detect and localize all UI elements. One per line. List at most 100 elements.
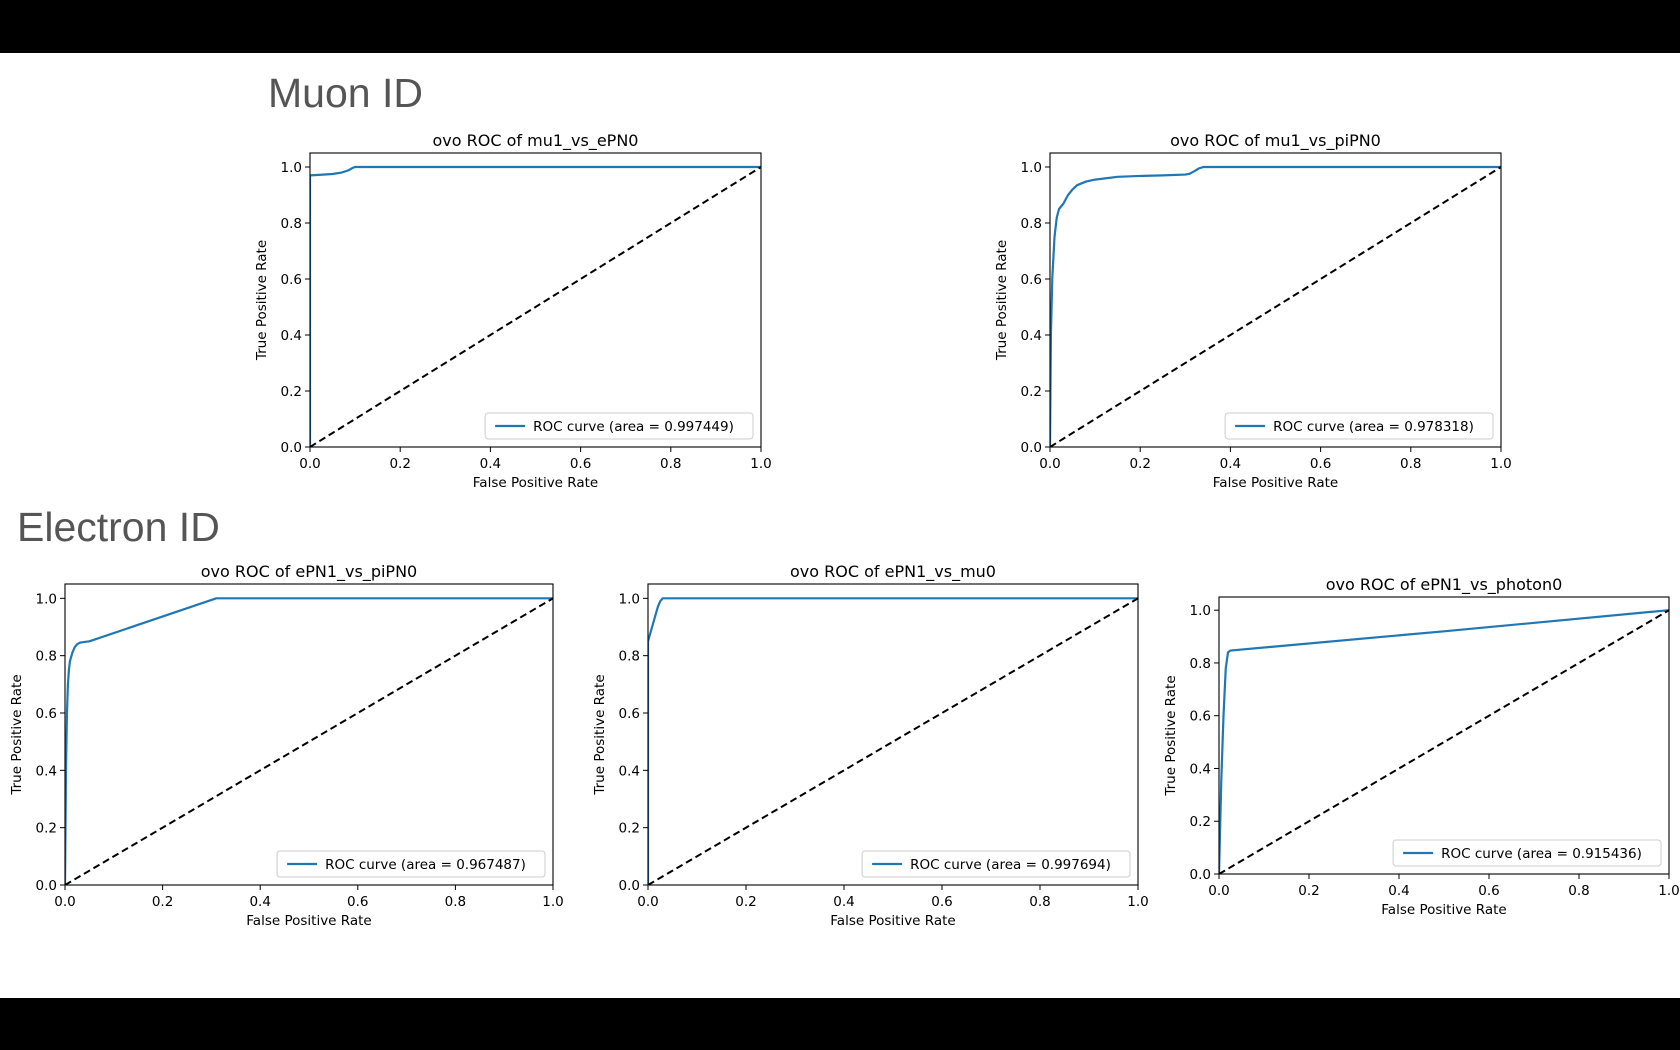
roc-chart-epn1-vs-mu0: ovo ROC of ePN1_vs_mu0 0.0 0.2 0.4 0.6 0.8 1.0… — [592, 562, 1149, 929]
y-tick-label: 0.4 — [1021, 328, 1042, 344]
y-axis-label: True Positive Rate — [1163, 675, 1179, 796]
y-tick-label: 0.0 — [1190, 867, 1211, 883]
x-tick-label: 0.0 — [637, 894, 658, 910]
y-tick-label: 0.8 — [1190, 656, 1211, 672]
x-tick-label: 0.0 — [54, 894, 75, 910]
legend-box — [861, 850, 1131, 878]
y-axis-label: True Positive Rate — [592, 674, 608, 795]
legend-label-roc-curve-area-0-967487: ROC curve (area = 0.967487) — [325, 857, 526, 873]
x-tick-label: 0.2 — [389, 456, 410, 472]
y-tick-label: 0.2 — [1021, 384, 1042, 400]
legend-label-roc-curve-area-0-997449: ROC curve (area = 0.997449) — [533, 419, 734, 435]
x-tick-label: 0.6 — [347, 894, 368, 910]
legend-label-roc-curve-area-0-997694: ROC curve (area = 0.997694) — [910, 857, 1111, 873]
legend-label-roc-curve-area-0-915436: ROC curve (area = 0.915436) — [1441, 846, 1642, 862]
slide-canvas: Muon ID Electron ID ovo ROC of mu1_vs_eP… — [0, 53, 1680, 998]
x-tick-label: 0.6 — [1478, 883, 1499, 899]
x-axis-label: False Positive Rate — [830, 913, 955, 929]
x-tick-label: 0.4 — [833, 894, 854, 910]
y-tick-label: 0.0 — [281, 440, 302, 456]
y-tick-label: 0.4 — [36, 763, 57, 779]
roc-curve-line — [1050, 165, 1501, 447]
chart-title: ovo ROC of mu1_vs_ePN0 — [433, 131, 639, 151]
y-tick-label: 1.0 — [36, 591, 57, 607]
y-tick-label: 0.4 — [281, 328, 302, 344]
x-tick-label: 1.0 — [1658, 883, 1679, 899]
y-tick-label: 0.2 — [619, 821, 640, 837]
x-tick-label: 0.0 — [1208, 883, 1229, 899]
y-tick-label: 1.0 — [1190, 603, 1211, 619]
x-tick-label: 0.4 — [249, 894, 270, 910]
plot-frame — [309, 152, 762, 448]
x-tick-label: 0.2 — [152, 894, 173, 910]
y-tick-label: 0.0 — [1021, 440, 1042, 456]
plot-frame — [1218, 596, 1670, 875]
x-tick-label: 0.6 — [570, 456, 591, 472]
x-tick-label: 0.4 — [1388, 883, 1409, 899]
electron-id-heading: Electron ID — [17, 504, 220, 550]
x-tick-label: 1.0 — [1127, 894, 1148, 910]
legend-box — [276, 850, 546, 878]
roc-curve-line — [648, 597, 1138, 885]
x-tick-label: 0.6 — [1310, 456, 1331, 472]
chart-legend: ROC curve (area = 0.997694) — [861, 850, 1131, 878]
chart-legend: ROC curve (area = 0.915436) — [1392, 839, 1662, 867]
y-tick-label: 0.6 — [619, 706, 640, 722]
legend-box — [484, 412, 754, 440]
x-tick-label: 0.4 — [480, 456, 501, 472]
x-tick-label: 0.2 — [735, 894, 756, 910]
plot-frame — [64, 583, 554, 886]
chart-legend: ROC curve (area = 0.978318) — [1224, 412, 1494, 440]
y-tick-label: 0.4 — [619, 763, 640, 779]
roc-chart-epn1-vs-photon0: ovo ROC of ePN1_vs_photon0 0.0 0.2 0.4 0.6 0.… — [1163, 575, 1680, 918]
x-axis-label: False Positive Rate — [473, 475, 598, 491]
x-tick-label: 0.8 — [445, 894, 466, 910]
legend-box — [1392, 839, 1662, 867]
roc-chart-epn1-vs-pipn0: ovo ROC of ePN1_vs_piPN0 0.0 0.2 0.4 0.6 0.8 1… — [9, 562, 564, 929]
x-tick-label: 0.8 — [1400, 456, 1421, 472]
y-tick-label: 0.2 — [36, 821, 57, 837]
roc-curve-line — [310, 165, 761, 447]
diagonal-reference-line — [1050, 166, 1501, 447]
x-tick-label: 0.2 — [1129, 456, 1150, 472]
y-tick-label: 1.0 — [281, 160, 302, 176]
x-tick-label: 0.4 — [1220, 456, 1241, 472]
y-tick-label: 0.6 — [1190, 709, 1211, 725]
chart-legend: ROC curve (area = 0.997449) — [484, 412, 754, 440]
x-tick-label: 0.8 — [660, 456, 681, 472]
diagonal-reference-line — [1219, 609, 1669, 874]
legend-label-roc-curve-area-0-978318: ROC curve (area = 0.978318) — [1273, 419, 1474, 435]
plot-frame — [647, 583, 1139, 886]
x-tick-label: 0.2 — [1298, 883, 1319, 899]
muon-id-heading: Muon ID — [268, 70, 423, 116]
diagonal-reference-line — [310, 166, 761, 447]
x-tick-label: 0.8 — [1029, 894, 1050, 910]
y-tick-label: 0.2 — [281, 384, 302, 400]
plot-frame — [1049, 152, 1502, 448]
y-tick-label: 0.6 — [281, 272, 302, 288]
y-tick-label: 1.0 — [619, 591, 640, 607]
y-tick-label: 0.8 — [36, 649, 57, 665]
roc-chart-mu1-vs-pipn0: ovo ROC of mu1_vs_piPN0 0.0 0.2 0.4 0.6 0.8 1.… — [994, 131, 1512, 491]
x-tick-label: 0.6 — [931, 894, 952, 910]
x-tick-label: 1.0 — [750, 456, 771, 472]
y-axis-label: True Positive Rate — [994, 240, 1010, 361]
x-tick-label: 0.0 — [299, 456, 320, 472]
roc-curve-line — [1219, 609, 1669, 874]
y-axis-label: True Positive Rate — [254, 240, 270, 361]
x-axis-label: False Positive Rate — [1213, 475, 1338, 491]
chart-title: ovo ROC of ePN1_vs_piPN0 — [201, 562, 417, 582]
roc-curve-line — [65, 597, 553, 885]
y-tick-label: 0.2 — [1190, 814, 1211, 830]
y-tick-label: 0.8 — [619, 649, 640, 665]
x-axis-label: False Positive Rate — [1381, 902, 1506, 918]
chart-legend: ROC curve (area = 0.967487) — [276, 850, 546, 878]
diagonal-reference-line — [65, 597, 553, 885]
x-tick-label: 1.0 — [1490, 456, 1511, 472]
y-tick-label: 0.4 — [1190, 761, 1211, 777]
bottom-letterbox-bar — [0, 998, 1680, 1050]
y-tick-label: 0.0 — [619, 878, 640, 894]
x-tick-label: 0.8 — [1568, 883, 1589, 899]
x-tick-label: 0.0 — [1039, 456, 1060, 472]
